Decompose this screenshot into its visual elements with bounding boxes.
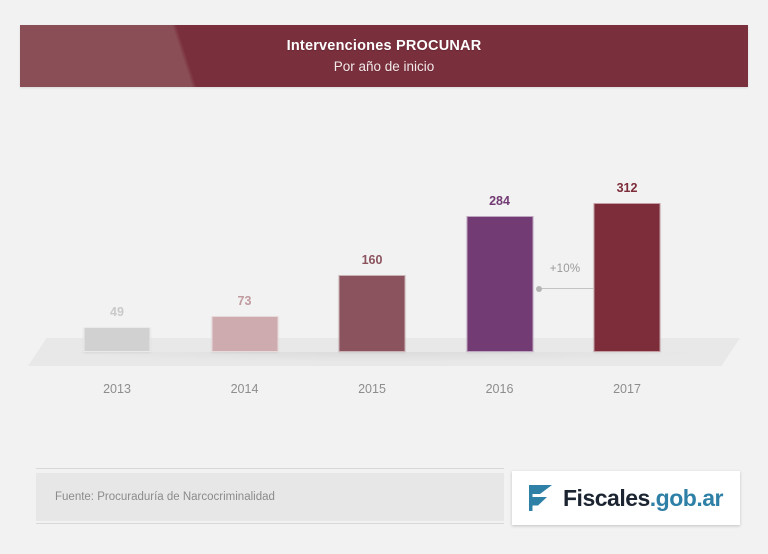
- fiscales-wordmark: Fiscales.gob.ar: [563, 484, 724, 511]
- fiscales-logo[interactable]: Fiscales.gob.ar: [512, 471, 740, 525]
- x-axis-label-2017: 2017: [613, 382, 641, 396]
- logo-name: Fiscales: [563, 484, 650, 511]
- growth-annotation-label: +10%: [549, 263, 581, 275]
- footer-divider-top: [36, 468, 504, 469]
- fiscales-f-mark-icon: [529, 485, 552, 511]
- x-axis-label-2013: 2013: [103, 382, 131, 396]
- chart-title: Intervenciones PROCUNAR: [286, 37, 482, 54]
- header-text-wrap: Intervenciones PROCUNAR Por año de inici…: [20, 25, 748, 87]
- footer-divider-bottom: [36, 523, 504, 524]
- source-box: Fuente: Procuraduría de Narcocriminalida…: [36, 473, 504, 521]
- bar-2013[interactable]: [83, 327, 151, 352]
- bar-value-2016: 284: [489, 194, 510, 208]
- growth-annotation: +10%: [536, 263, 594, 299]
- bar-value-2014: 73: [237, 294, 252, 308]
- header-diagonal-stripe: [20, 25, 748, 87]
- bar-2014[interactable]: [211, 316, 278, 352]
- bar-2017[interactable]: [593, 203, 661, 352]
- chart-floor-shadow: [60, 352, 700, 362]
- x-axis-label-2016: 2016: [485, 382, 514, 396]
- source-text: Fuente: Procuraduría de Narcocriminalida…: [55, 491, 275, 503]
- chart-plot-area: 49 2013 73 2014 160 2015 284 2016 312 2017 +10%: [0, 100, 768, 400]
- bar-2015[interactable]: [338, 275, 406, 352]
- bar-value-2015: 160: [361, 253, 383, 267]
- bar-2016[interactable]: [466, 216, 533, 352]
- growth-annotation-dot: [536, 285, 542, 292]
- bar-series: 49 2013 73 2014 160 2015 284 2016 312 2017: [0, 100, 768, 400]
- x-axis-label-2015: 2015: [358, 382, 386, 396]
- header-banner: Intervenciones PROCUNAR Por año de inici…: [20, 25, 748, 87]
- logo-domain: .gob.ar: [649, 484, 724, 511]
- x-axis-label-2014: 2014: [230, 382, 259, 396]
- bar-value-2013: 49: [110, 305, 124, 319]
- bar-value-2017: 312: [616, 181, 638, 195]
- chart-subtitle: Por año de inicio: [333, 58, 435, 74]
- growth-annotation-line: [539, 288, 594, 289]
